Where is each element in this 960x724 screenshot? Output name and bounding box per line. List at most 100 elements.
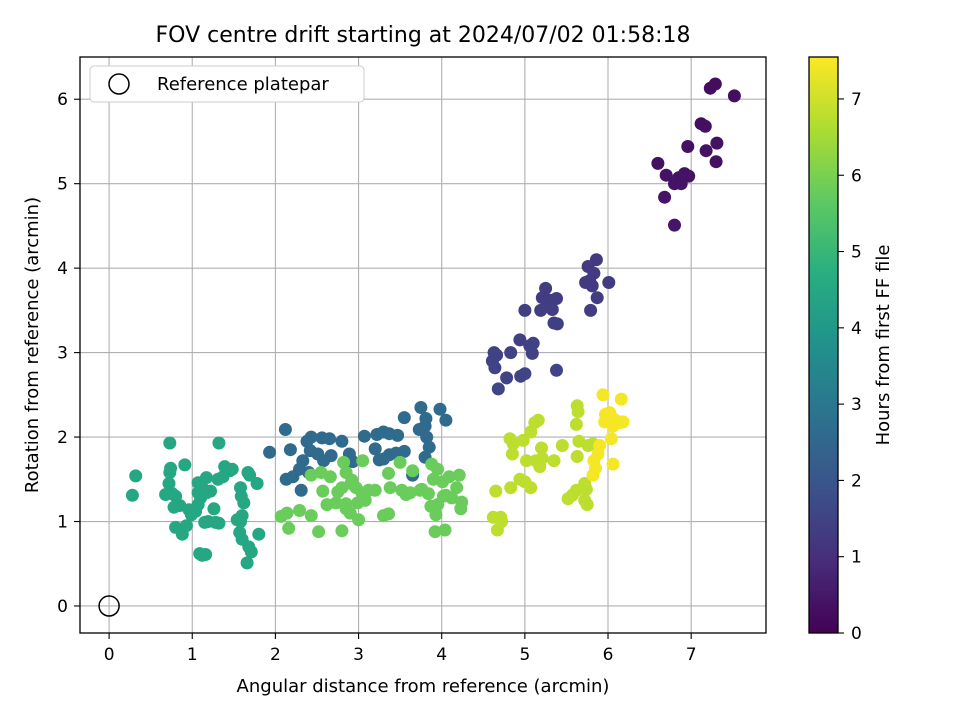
data-point: [175, 527, 189, 541]
data-point: [500, 371, 514, 385]
data-point: [570, 450, 584, 463]
data-point: [199, 548, 213, 561]
plot-frame: [79, 56, 767, 634]
data-point: [490, 523, 504, 537]
y-tick-label: 3: [57, 344, 68, 364]
colorbar-ticks: 0 1 2 3 4 5 6 7: [838, 90, 862, 644]
data-point: [241, 466, 255, 479]
colorbar-tick-label: 2: [851, 471, 862, 491]
data-point: [250, 477, 264, 490]
data-point: [125, 488, 139, 502]
y-ticks: 0 1 2 3 4 5 6: [57, 90, 80, 617]
x-tick-label: 5: [519, 645, 530, 665]
data-point: [428, 525, 442, 539]
x-tick-label: 4: [436, 645, 447, 665]
data-point: [163, 436, 177, 450]
data-point: [494, 510, 508, 524]
data-point: [282, 521, 296, 535]
data-point: [505, 447, 519, 461]
data-point: [304, 468, 318, 482]
x-tick-label: 3: [353, 645, 364, 665]
data-point: [240, 556, 254, 570]
colorbar-tick-label: 0: [851, 624, 862, 644]
data-point: [699, 144, 713, 158]
data-point: [524, 481, 538, 495]
data-point: [708, 77, 722, 91]
data-point: [518, 367, 532, 381]
data-point: [204, 484, 217, 498]
data-point: [579, 482, 593, 496]
data-point: [393, 455, 407, 469]
data-point: [129, 469, 143, 483]
data-point: [525, 346, 539, 360]
data-point: [433, 402, 447, 416]
data-point: [438, 523, 452, 537]
colorbar-tick-label: 5: [851, 243, 862, 263]
data-point: [651, 156, 665, 170]
data-point: [504, 481, 518, 495]
data-point: [294, 483, 308, 497]
data-point: [368, 442, 382, 456]
data-point: [491, 382, 505, 396]
data-point: [550, 317, 564, 331]
colorbar-label: Hours from first FF file: [873, 245, 894, 446]
data-point: [589, 253, 603, 267]
data-point: [596, 388, 610, 402]
data-point: [602, 276, 616, 289]
data-point: [547, 454, 561, 468]
data-point: [698, 119, 712, 133]
y-tick-label: 1: [57, 513, 68, 533]
data-point: [535, 441, 548, 455]
reference-point: [98, 595, 120, 617]
data-point: [488, 361, 502, 375]
data-point: [516, 433, 530, 447]
data-point: [534, 303, 548, 317]
data-point: [329, 496, 343, 510]
data-point: [382, 507, 395, 521]
chart-title: FOV centre drift starting at 2024/07/02 …: [156, 23, 691, 48]
data-point: [429, 508, 443, 522]
data-point: [391, 428, 405, 442]
y-tick-label: 5: [57, 175, 68, 195]
data-point: [414, 401, 428, 414]
data-point: [357, 429, 371, 443]
data-point: [590, 291, 604, 305]
data-point: [431, 462, 445, 476]
data-point: [237, 496, 251, 510]
colorbar: 0 1 2 3 4 5 6 7 Hours from first FF file: [808, 56, 894, 644]
data-point: [604, 432, 618, 446]
data-point: [331, 485, 345, 499]
data-point: [520, 454, 533, 468]
data-point: [312, 525, 326, 539]
grid-lines: [80, 57, 766, 633]
data-point: [191, 498, 205, 512]
data-points: [125, 77, 741, 570]
data-point: [235, 509, 249, 523]
data-point: [162, 477, 176, 490]
data-point: [283, 443, 297, 457]
legend-label: Reference platepar: [157, 74, 329, 95]
data-point: [324, 449, 338, 463]
data-point: [489, 484, 503, 498]
data-point: [335, 524, 349, 538]
data-point: [420, 430, 434, 444]
data-point: [383, 481, 397, 495]
data-point: [263, 445, 277, 459]
x-axis-label: Angular distance from reference (arcmin): [237, 676, 610, 697]
data-point: [614, 392, 628, 406]
data-point: [550, 292, 563, 305]
data-point: [337, 455, 351, 469]
data-point: [304, 509, 318, 523]
data-point: [606, 457, 620, 471]
data-point: [513, 333, 527, 347]
x-tick-label: 1: [187, 645, 198, 665]
data-point: [199, 471, 213, 485]
data-point: [659, 168, 673, 182]
data-point: [397, 444, 411, 458]
data-point: [397, 411, 411, 425]
data-point: [584, 303, 598, 317]
y-tick-label: 6: [57, 90, 68, 110]
data-point: [674, 177, 688, 191]
